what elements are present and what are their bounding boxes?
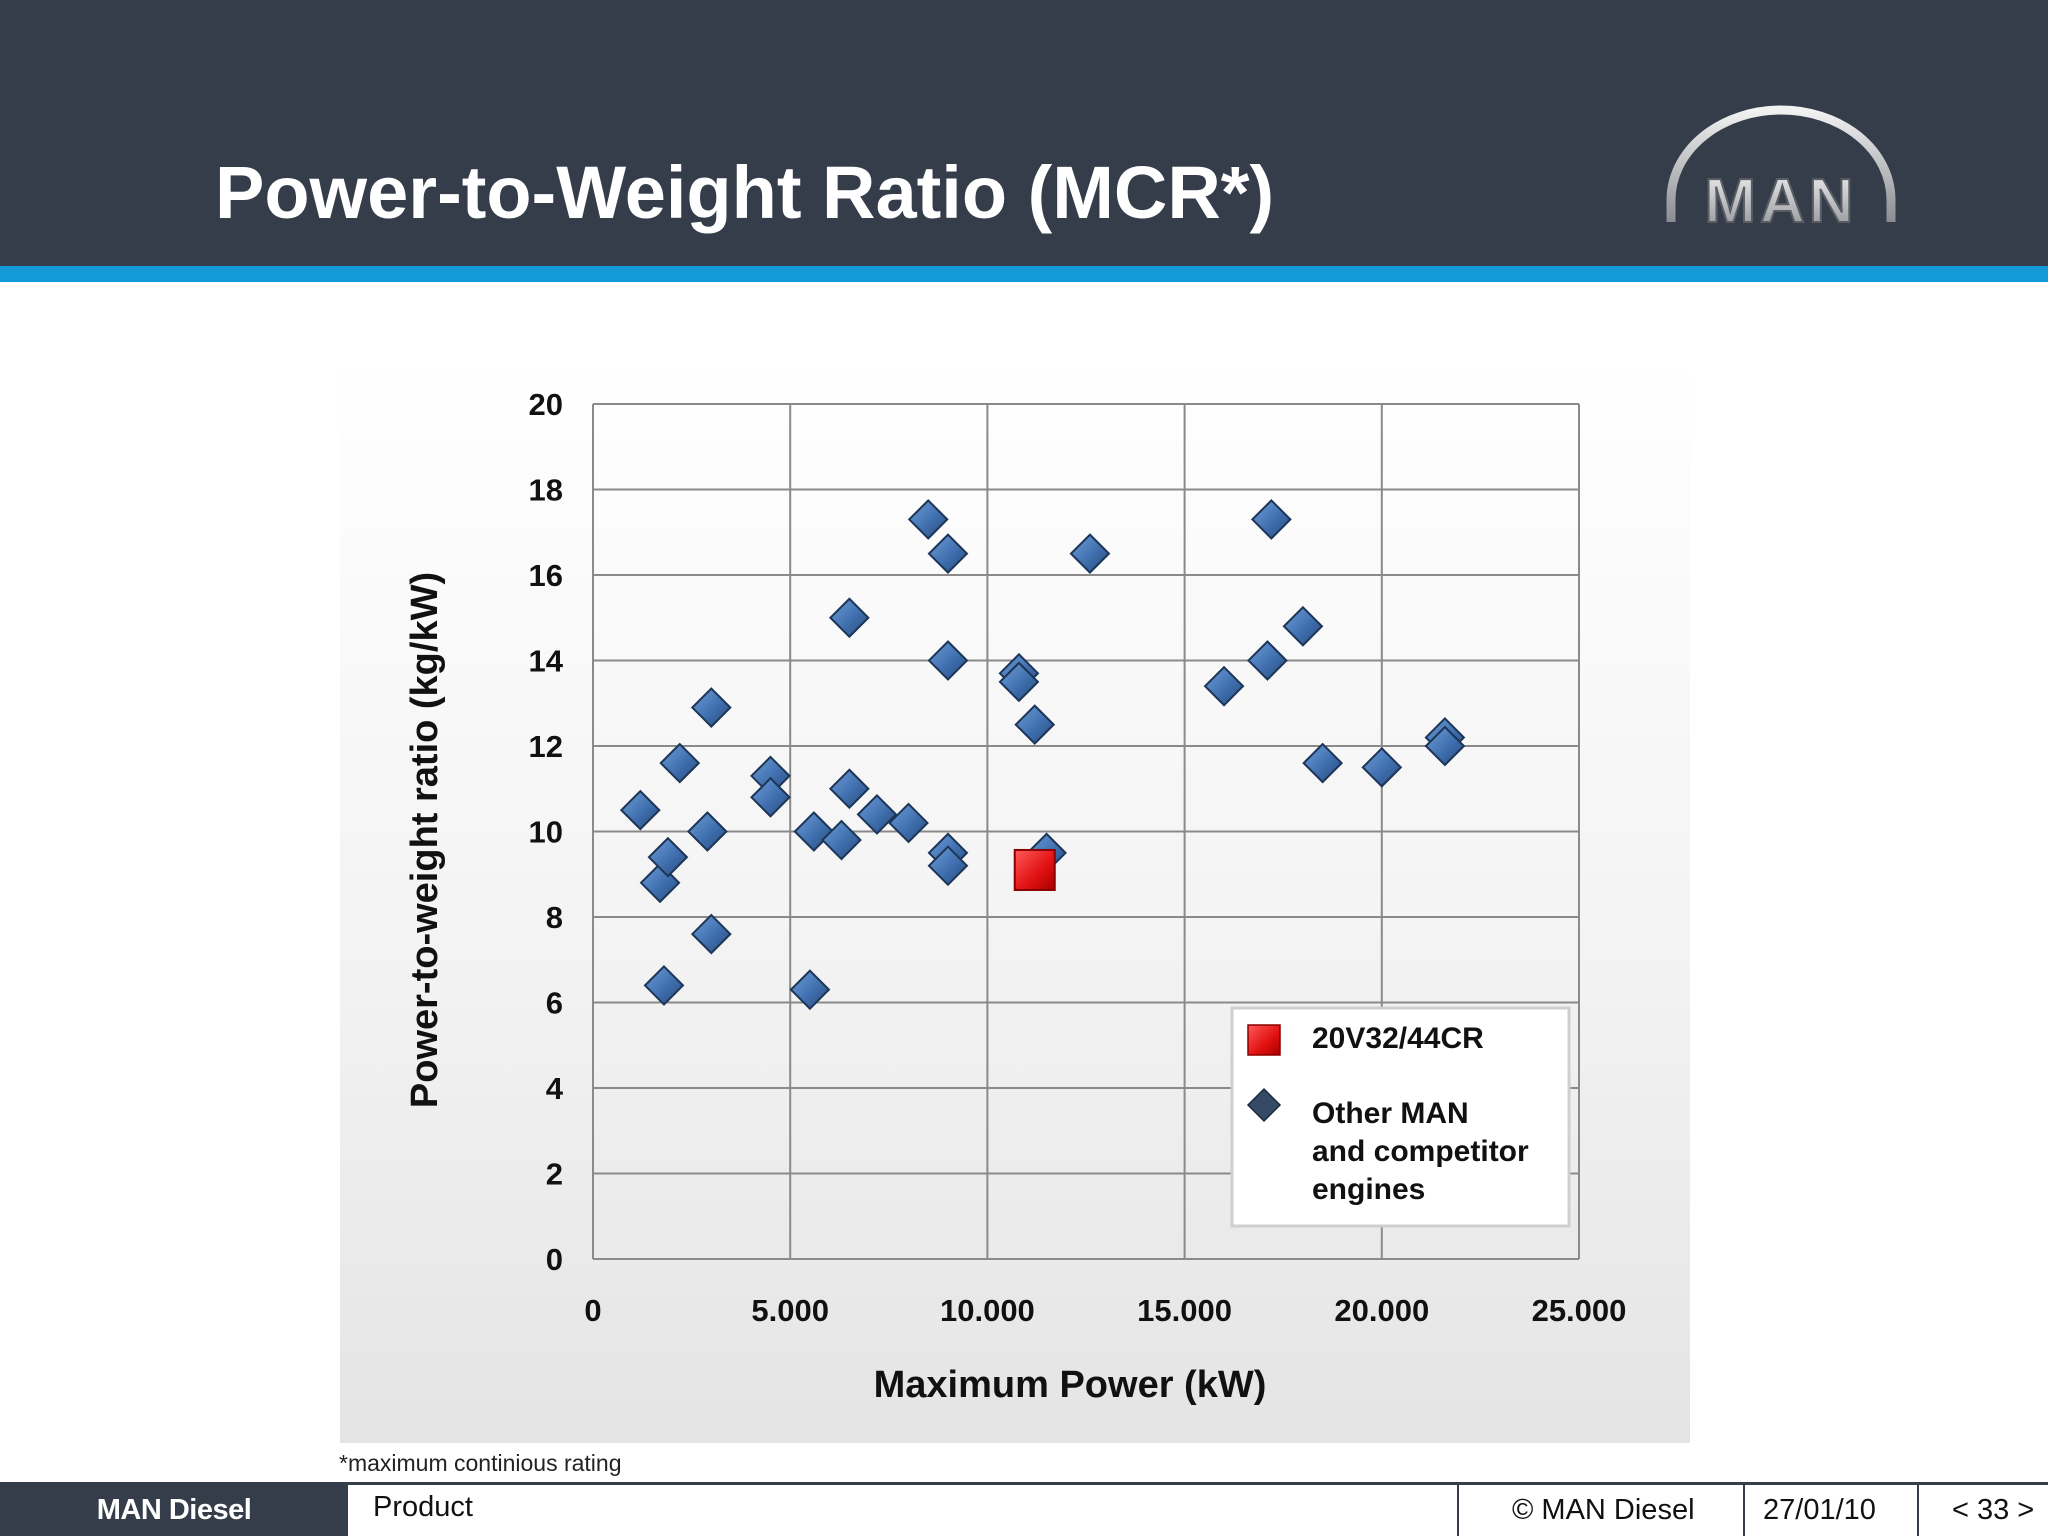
y-tick-label: 8 [546, 900, 563, 935]
y-tick-label: 16 [529, 558, 563, 593]
y-tick-label: 20 [529, 387, 563, 422]
y-tick-label: 18 [529, 473, 563, 508]
data-point-other-engine [619, 789, 661, 831]
footer-section: Product [373, 1491, 473, 1523]
data-point-other-engine [1069, 533, 1111, 575]
y-tick-label: 4 [546, 1071, 564, 1106]
data-point-other-engine [1302, 742, 1344, 784]
data-point-other-engine [1203, 665, 1245, 707]
data-point-other-engine [1250, 499, 1292, 540]
x-tick-label: 10.000 [940, 1293, 1035, 1328]
x-tick-label: 5.000 [751, 1293, 829, 1328]
legend-marker-20v32-44cr [1247, 1024, 1281, 1056]
legend-label-other-line-1: Other MAN [1312, 1097, 1469, 1130]
data-point-other-engine [828, 597, 870, 639]
man-logo: MAN [1666, 105, 1896, 232]
footer-brand: MAN Diesel [0, 1485, 348, 1536]
data-point-other-engine [888, 802, 929, 844]
data-point-20v32-44cr [1013, 848, 1056, 891]
data-point-other-engine [750, 776, 791, 818]
legend-marker-other [1246, 1087, 1282, 1123]
y-tick-label: 0 [546, 1242, 563, 1277]
footer-separator [1917, 1485, 1919, 1536]
legend-label-20v32-44cr: 20V32/44CR [1312, 1022, 1484, 1055]
x-tick-label: 15.000 [1137, 1293, 1232, 1328]
chart-panel [340, 355, 1690, 1443]
man-logo-wordmark: MAN [1704, 167, 1857, 232]
accent-stripe [0, 266, 2048, 282]
y-tick-label: 14 [529, 644, 564, 679]
data-point-other-engine [690, 687, 732, 728]
data-point-other-engine [690, 913, 732, 955]
data-point-other-engine [927, 845, 969, 887]
data-point-other-engine [828, 768, 870, 810]
axis-ticks: 0 2 4 6 8 10 12 14 16 18 20 0 5.000 10.000 15.000 20.00… [529, 387, 1627, 1328]
legend-label-other-line-2: and competitor [1312, 1135, 1529, 1168]
x-tick-label: 20.000 [1334, 1293, 1429, 1328]
data-point-other-engine [927, 640, 969, 681]
data-point-other-engine [659, 742, 701, 784]
slide-title: Power-to-Weight Ratio (MCR*) [215, 151, 1275, 234]
footer-page-number: < 33 > [1952, 1494, 2035, 1526]
footer-divider [0, 1482, 2048, 1485]
legend-label-other-line-3: engines [1312, 1173, 1425, 1206]
footer-bar: MAN Diesel Product © MAN Diesel 27/01/10… [0, 1482, 2048, 1536]
data-point-other-engine [1361, 746, 1403, 788]
data-point-other-engine [647, 836, 689, 878]
data-point-other-engine [907, 499, 949, 540]
data-point-other-engine [821, 819, 862, 861]
data-point-other-engine [1424, 725, 1466, 767]
footnote: *maximum continious rating [339, 1450, 622, 1476]
x-tick-label: 25.000 [1532, 1293, 1627, 1328]
footer-separator [1457, 1485, 1459, 1536]
data-point-other-engine [686, 811, 728, 852]
data-point-other-engine [1282, 605, 1324, 647]
x-axis-label: Maximum Power (kW) [874, 1364, 1267, 1406]
data-point-other-engine [643, 964, 685, 1006]
data-points [619, 499, 1466, 1011]
data-point-other-engine [1247, 640, 1288, 681]
data-point-other-engine [998, 661, 1040, 703]
y-tick-label: 12 [529, 729, 563, 764]
data-point-other-engine [856, 793, 898, 835]
y-axis-label: Power-to-weight ratio (kg/kW) [404, 572, 446, 1108]
footer-separator [1743, 1485, 1745, 1536]
data-point-other-engine [927, 533, 969, 575]
footer-copyright: © MAN Diesel [1512, 1494, 1695, 1526]
data-point-other-engine [789, 969, 831, 1011]
y-tick-label: 6 [546, 986, 563, 1021]
y-tick-label: 2 [546, 1157, 563, 1192]
y-tick-label: 10 [529, 815, 563, 850]
legend-box [1230, 1006, 1571, 1228]
legend: 20V32/44CR Other MAN and competitor engi… [1230, 1006, 1571, 1228]
data-point-other-engine [1014, 704, 1056, 746]
x-tick-label: 0 [584, 1293, 601, 1328]
header-bar: Power-to-Weight Ratio (MCR*) MAN [0, 0, 2048, 266]
footer-date: 27/01/10 [1763, 1494, 1876, 1526]
